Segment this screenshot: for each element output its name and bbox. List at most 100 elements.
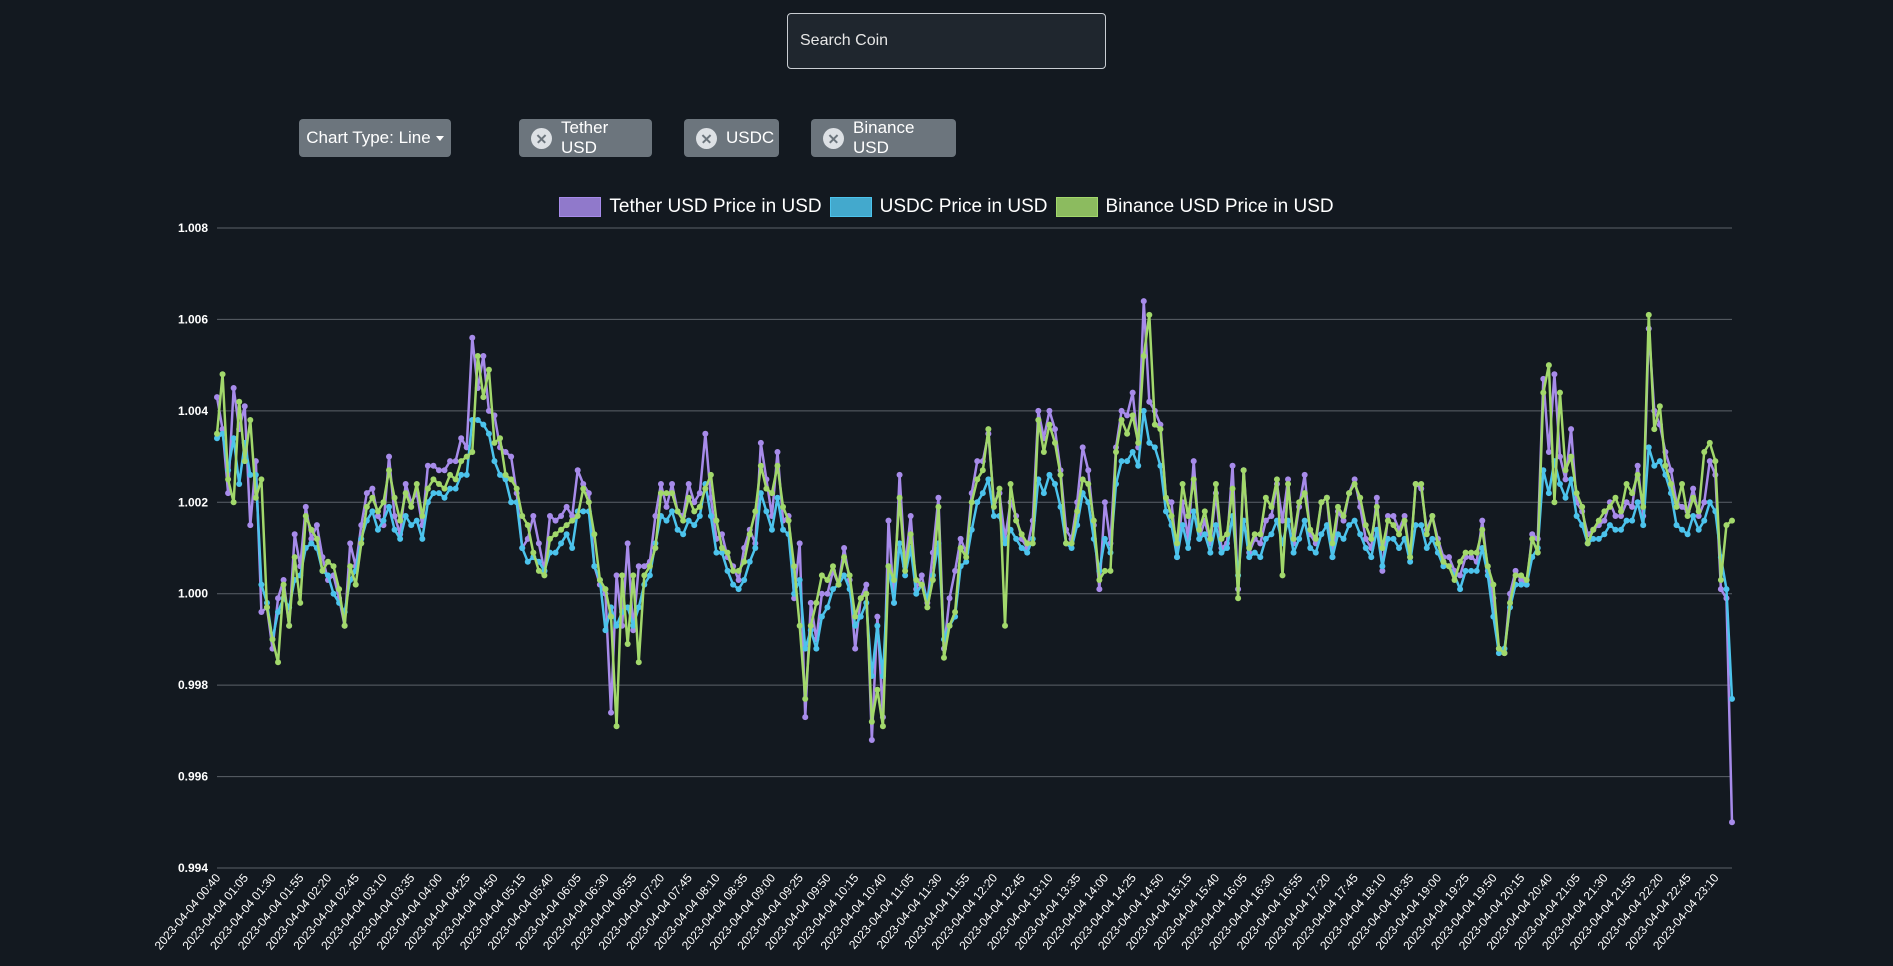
data-point[interactable] <box>1146 439 1153 446</box>
data-point[interactable] <box>807 622 814 629</box>
data-point[interactable] <box>1679 481 1686 487</box>
coin-chip-usdc[interactable]: USDC <box>684 119 779 157</box>
data-point[interactable] <box>741 577 748 583</box>
data-point[interactable] <box>1379 563 1386 570</box>
data-point[interactable] <box>497 435 504 442</box>
data-point[interactable] <box>535 567 542 574</box>
data-point[interactable] <box>1151 444 1158 451</box>
search-coin-input[interactable] <box>787 13 1106 69</box>
data-point[interactable] <box>447 485 454 492</box>
data-point[interactable] <box>519 513 526 519</box>
data-point[interactable] <box>1618 513 1625 519</box>
data-point[interactable] <box>225 476 232 483</box>
data-point[interactable] <box>957 535 964 542</box>
data-point[interactable] <box>1523 577 1530 583</box>
data-point[interactable] <box>1601 508 1608 515</box>
data-point[interactable] <box>669 490 676 497</box>
data-point[interactable] <box>1568 453 1575 460</box>
data-point[interactable] <box>613 622 620 629</box>
data-point[interactable] <box>1379 545 1386 551</box>
data-point[interactable] <box>580 485 587 492</box>
data-point[interactable] <box>419 513 426 519</box>
data-point[interactable] <box>214 430 220 437</box>
data-point[interactable] <box>347 563 354 570</box>
data-point[interactable] <box>757 490 764 497</box>
data-point[interactable] <box>1457 572 1464 579</box>
data-point[interactable] <box>746 531 753 538</box>
data-point[interactable] <box>1262 535 1269 542</box>
data-point[interactable] <box>1185 545 1192 551</box>
data-point[interactable] <box>452 458 459 465</box>
data-point[interactable] <box>1523 581 1530 588</box>
data-point[interactable] <box>308 540 315 547</box>
data-point[interactable] <box>663 490 670 497</box>
data-point[interactable] <box>1684 513 1691 519</box>
data-point[interactable] <box>1002 540 1009 547</box>
data-point[interactable] <box>752 545 759 551</box>
data-point[interactable] <box>1695 526 1702 533</box>
data-point[interactable] <box>630 572 637 579</box>
data-point[interactable] <box>363 503 370 510</box>
data-point[interactable] <box>646 572 653 579</box>
data-point[interactable] <box>491 458 498 465</box>
data-point[interactable] <box>508 499 515 506</box>
data-point[interactable] <box>1046 407 1053 414</box>
data-point[interactable] <box>1357 494 1364 501</box>
data-point[interactable] <box>896 540 903 547</box>
data-point[interactable] <box>341 622 348 629</box>
data-point[interactable] <box>879 723 886 730</box>
data-point[interactable] <box>1046 471 1053 478</box>
data-point[interactable] <box>519 545 526 551</box>
data-point[interactable] <box>1701 517 1708 524</box>
data-point[interactable] <box>230 385 237 391</box>
data-point[interactable] <box>952 567 959 574</box>
data-point[interactable] <box>1212 522 1219 529</box>
data-point[interactable] <box>963 554 970 561</box>
data-point[interactable] <box>1185 513 1192 519</box>
data-point[interactable] <box>1468 567 1475 574</box>
data-point[interactable] <box>1101 535 1108 542</box>
data-point[interactable] <box>1096 586 1103 593</box>
data-point[interactable] <box>663 503 670 510</box>
data-point[interactable] <box>896 494 903 501</box>
data-point[interactable] <box>780 526 787 533</box>
data-point[interactable] <box>552 549 559 556</box>
data-point[interactable] <box>635 563 642 570</box>
data-point[interactable] <box>1262 494 1269 501</box>
data-point[interactable] <box>1640 522 1647 529</box>
data-point[interactable] <box>291 554 298 561</box>
data-point[interactable] <box>352 581 359 588</box>
data-point[interactable] <box>1318 499 1325 506</box>
data-point[interactable] <box>1595 535 1602 542</box>
data-point[interactable] <box>1196 526 1203 533</box>
data-point[interactable] <box>1701 449 1708 455</box>
data-point[interactable] <box>1717 586 1724 593</box>
data-point[interactable] <box>724 549 731 556</box>
data-point[interactable] <box>852 645 859 652</box>
data-point[interactable] <box>635 604 642 611</box>
data-point[interactable] <box>602 586 609 593</box>
data-point[interactable] <box>1623 481 1630 487</box>
data-point[interactable] <box>1490 581 1497 588</box>
data-point[interactable] <box>236 481 243 487</box>
data-point[interactable] <box>1068 540 1075 547</box>
data-point[interactable] <box>1007 481 1014 487</box>
data-point[interactable] <box>1412 522 1419 529</box>
data-point[interactable] <box>935 503 942 510</box>
data-point[interactable] <box>1334 503 1341 510</box>
close-icon[interactable] <box>531 127 552 149</box>
data-point[interactable] <box>1124 430 1131 437</box>
data-point[interactable] <box>1473 567 1480 574</box>
data-point[interactable] <box>386 453 393 460</box>
data-point[interactable] <box>1279 517 1286 524</box>
data-point[interactable] <box>1168 513 1175 519</box>
data-point[interactable] <box>1124 458 1131 465</box>
data-point[interactable] <box>646 563 653 570</box>
data-point[interactable] <box>818 572 825 579</box>
data-point[interactable] <box>369 485 376 492</box>
data-point[interactable] <box>1218 535 1225 542</box>
data-point[interactable] <box>1063 540 1070 547</box>
data-point[interactable] <box>791 563 798 570</box>
data-point[interactable] <box>1190 458 1197 465</box>
data-point[interactable] <box>458 458 465 465</box>
